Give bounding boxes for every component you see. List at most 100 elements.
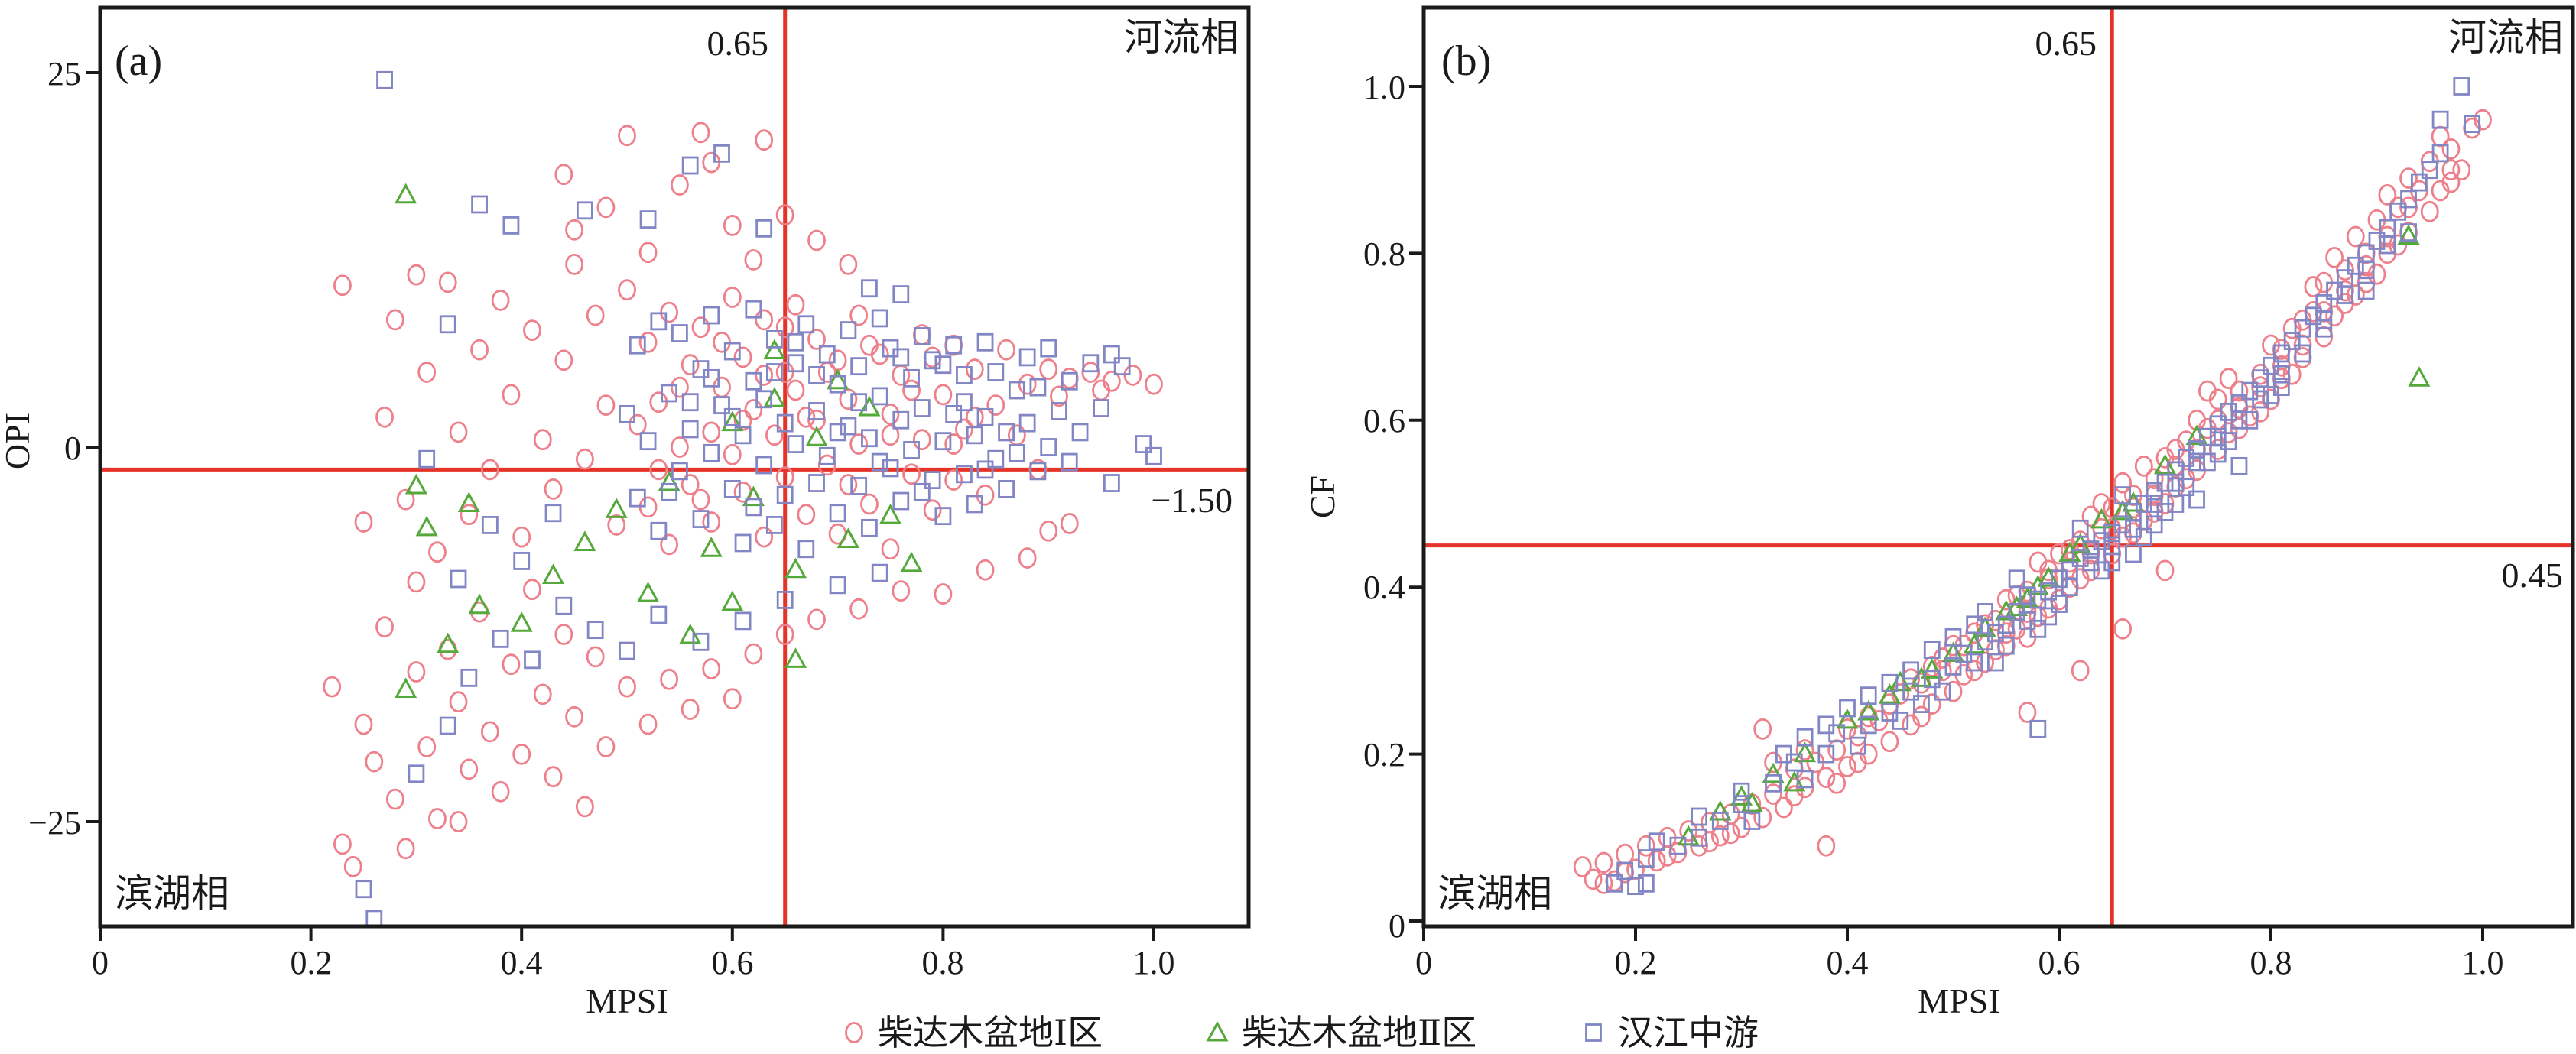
square-point (2029, 619, 2047, 638)
square-point (1691, 828, 1708, 847)
square-point (2347, 256, 2364, 275)
triangle-point (836, 527, 859, 549)
circle-point (1647, 850, 1666, 872)
square-point (1944, 628, 1962, 647)
square-point (892, 491, 910, 511)
square-point (2198, 427, 2216, 446)
triangle-point (1941, 641, 1965, 663)
square-point (492, 629, 509, 648)
circle-point (671, 376, 689, 398)
panel-a-ytick-0: 0 (64, 430, 81, 467)
circle-point (786, 293, 805, 316)
circle-point (460, 504, 479, 526)
triangle-point (1762, 762, 1785, 783)
square-point (639, 432, 657, 451)
square-point (629, 488, 646, 508)
panel-b-tick-marks (1409, 85, 2484, 941)
square-point (818, 345, 836, 364)
square-point (1606, 874, 1623, 893)
circle-point (1060, 513, 1079, 534)
circle-point (417, 362, 437, 383)
triangle-point (721, 590, 744, 611)
circle-point (2431, 125, 2450, 148)
circle-point (2378, 184, 2397, 206)
square-point (913, 482, 931, 501)
panel-a: (a) 0.65 河流相 −1.50 滨湖相 0 0.2 0.4 0.6 0.8… (0, 5, 1251, 1020)
square-point (723, 342, 741, 361)
circle-point (839, 253, 858, 275)
circle-point (660, 668, 679, 690)
circle-point (2092, 517, 2111, 540)
circle-point (2018, 702, 2037, 723)
square-point (2400, 223, 2417, 242)
circle-point (449, 691, 468, 713)
square-point (934, 432, 952, 451)
triangle-point (2185, 424, 2208, 446)
square-point (661, 384, 678, 403)
triangle-point (2397, 224, 2420, 245)
circle-point (502, 384, 521, 406)
triangle-point (1973, 616, 1996, 637)
circle-point (2007, 585, 2026, 607)
square-point (408, 764, 425, 783)
triangle-point (1740, 791, 1763, 812)
square-point (913, 399, 931, 417)
square-point (1733, 795, 1750, 814)
square-point (934, 507, 952, 526)
square-point (1796, 770, 1814, 789)
square-point (576, 201, 593, 220)
square-point (2272, 365, 2290, 384)
circle-point (618, 125, 636, 147)
square-point (1934, 682, 1951, 701)
circle-point (407, 661, 426, 683)
circle-point (1018, 373, 1037, 395)
square-point (998, 479, 1015, 498)
triangle-point (1836, 708, 1859, 729)
square-point (787, 354, 804, 373)
circle-point (1753, 806, 1772, 829)
square-point (650, 605, 668, 624)
square-point (1966, 615, 1983, 634)
square-point (2029, 719, 2047, 738)
square-point (1093, 399, 1109, 417)
square-point (776, 413, 794, 433)
circle-point (596, 196, 616, 219)
square-point (471, 195, 488, 214)
circle-point (2071, 660, 2090, 682)
square-point (2252, 390, 2269, 409)
square-point (1113, 357, 1131, 376)
circle-point (375, 616, 394, 638)
circle-point (944, 334, 963, 356)
circle-point (870, 343, 889, 365)
square-point (2368, 232, 2386, 250)
square-point (1637, 874, 1655, 893)
square-point (1966, 653, 1983, 672)
circle-point (986, 394, 1005, 417)
square-point (2071, 519, 2089, 538)
square-point (2389, 202, 2407, 221)
circle-point (944, 469, 963, 491)
circle-point (744, 643, 763, 665)
circle-point (691, 316, 710, 339)
square-point (619, 641, 635, 660)
triangle-point (1889, 670, 1912, 692)
circle-point (1668, 842, 1688, 864)
triangle-point (721, 410, 744, 432)
square-point (976, 460, 994, 479)
square-point (2431, 144, 2449, 163)
panel-b-xtick-0_2: 0.2 (1615, 944, 1657, 981)
circle-point (2230, 380, 2249, 402)
panel-b-ytick-1_0: 1.0 (1363, 69, 1405, 106)
circle-point (1039, 358, 1058, 380)
circle-point (2304, 276, 2323, 297)
circle-point (618, 279, 636, 301)
triangle-point (1878, 683, 1901, 704)
circle-point (502, 653, 521, 676)
panel-a-xtick-0_6: 0.6 (712, 944, 754, 981)
circle-point (470, 339, 489, 361)
circle-point (965, 358, 984, 380)
square-point (1616, 861, 1634, 880)
panel-b-xaxis-title: MPSI (1918, 981, 1999, 1020)
square-point (2283, 332, 2301, 350)
square-point (1986, 653, 2004, 672)
